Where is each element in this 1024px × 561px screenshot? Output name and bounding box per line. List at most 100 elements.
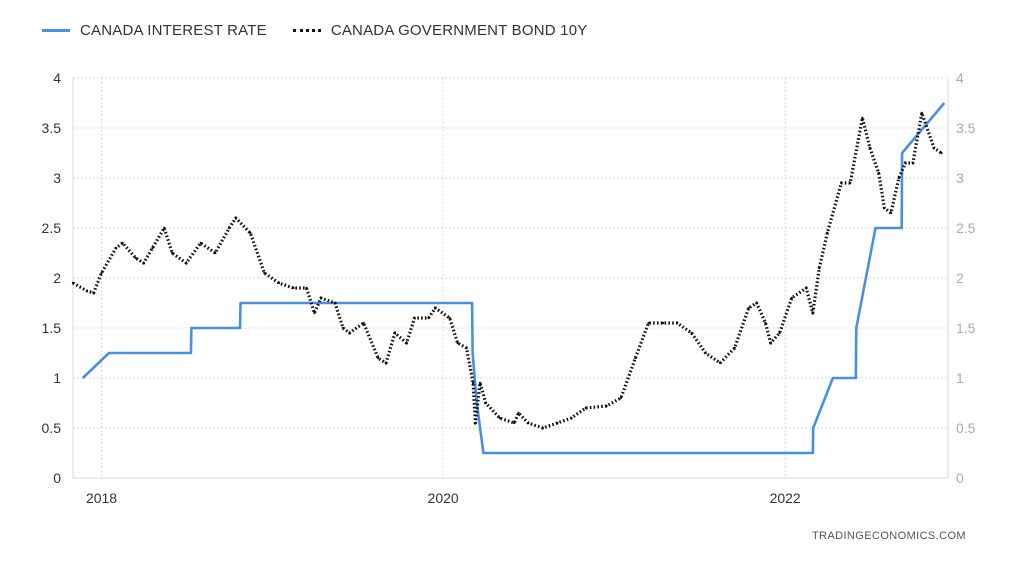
bond-data-point bbox=[498, 416, 501, 420]
x-tick-label: 2020 bbox=[428, 490, 459, 506]
bond-data-point bbox=[214, 251, 217, 255]
legend-label-interest-rate: CANADA INTEREST RATE bbox=[80, 22, 267, 39]
bond-data-point bbox=[778, 331, 781, 335]
bond-data-point bbox=[333, 301, 337, 305]
y-axis-left-labels: 0 0.5 1 1.5 2 2.5 3 3.5 4 bbox=[42, 70, 62, 486]
bond-data-point bbox=[142, 261, 145, 265]
y-tick-label-right: 3.5 bbox=[956, 120, 976, 136]
bond-data-point bbox=[313, 311, 316, 315]
y-tick-label-left: 0 bbox=[53, 470, 61, 486]
bond-data-point bbox=[249, 231, 252, 235]
bond-data-point bbox=[584, 406, 588, 410]
legend-swatch-dotted bbox=[292, 29, 321, 32]
bond-data-point bbox=[861, 116, 864, 120]
bond-data-point bbox=[868, 146, 872, 150]
bond-data-point bbox=[376, 356, 380, 360]
bond-data-point bbox=[151, 246, 154, 250]
bond-data-point bbox=[427, 316, 430, 320]
bond-data-point bbox=[199, 241, 202, 245]
series-line-bond-10y bbox=[72, 111, 943, 430]
bond-data-point bbox=[849, 181, 852, 185]
bond-data-point bbox=[170, 251, 174, 255]
bond-data-point bbox=[619, 396, 623, 400]
bond-data-point bbox=[319, 296, 323, 300]
bond-data-point bbox=[718, 361, 722, 365]
bond-data-point bbox=[305, 286, 308, 290]
bond-data-point bbox=[85, 289, 89, 293]
bond-data-point bbox=[556, 421, 559, 425]
bond-data-point bbox=[465, 346, 468, 350]
bond-data-point bbox=[840, 181, 843, 185]
bond-data-point bbox=[811, 311, 814, 315]
bond-data-point bbox=[100, 271, 103, 275]
bond-data-point bbox=[805, 286, 808, 290]
bond-data-point bbox=[818, 266, 821, 270]
y-tick-label-right: 3 bbox=[956, 170, 964, 186]
bond-data-point bbox=[362, 321, 365, 325]
bond-data-point bbox=[513, 421, 516, 425]
bond-data-point bbox=[940, 151, 943, 155]
bond-data-point bbox=[185, 261, 188, 265]
x-tick-label: 2022 bbox=[770, 490, 801, 506]
bond-data-point bbox=[889, 211, 893, 215]
bond-data-point bbox=[904, 161, 907, 165]
y-tick-label-left: 1.5 bbox=[42, 320, 62, 336]
bond-data-point bbox=[897, 176, 901, 180]
bond-data-point bbox=[277, 281, 281, 285]
bond-data-point bbox=[405, 341, 408, 345]
bond-data-point bbox=[605, 404, 608, 408]
bond-data-point bbox=[384, 361, 388, 365]
bond-data-point bbox=[134, 256, 137, 260]
source-credit[interactable]: TRADINGECONOMICS.COM bbox=[811, 530, 966, 542]
y-tick-label-right: 4 bbox=[956, 70, 964, 86]
bond-data-point bbox=[471, 381, 475, 385]
y-tick-label-left: 1 bbox=[53, 370, 61, 386]
bond-data-point bbox=[517, 411, 520, 415]
bond-data-point bbox=[433, 306, 437, 310]
y-tick-label-left: 3 bbox=[53, 170, 61, 186]
bond-data-point bbox=[541, 426, 544, 430]
y-tick-label-right: 0 bbox=[956, 470, 964, 486]
bond-data-point bbox=[661, 321, 665, 325]
bond-data-point bbox=[920, 111, 923, 115]
legend-label-bond-10y: CANADA GOVERNMENT BOND 10Y bbox=[330, 22, 588, 39]
y-tick-label-left: 2 bbox=[53, 270, 61, 286]
y-tick-label-right: 1 bbox=[956, 370, 964, 386]
bond-data-point bbox=[647, 321, 650, 325]
bond-data-point bbox=[570, 416, 573, 420]
bond-data-point bbox=[755, 301, 758, 305]
bond-data-point bbox=[413, 316, 416, 320]
bond-data-point bbox=[71, 281, 75, 285]
bond-data-point bbox=[228, 226, 231, 230]
bond-data-point bbox=[883, 206, 886, 210]
bond-data-point bbox=[764, 321, 767, 325]
legend-swatch-solid bbox=[42, 29, 70, 32]
y-tick-label-right: 2.5 bbox=[956, 220, 976, 236]
bond-data-point bbox=[911, 161, 915, 165]
legend-item-bond-10y[interactable]: CANADA GOVERNMENT BOND 10Y bbox=[292, 22, 588, 39]
bond-data-point bbox=[932, 146, 936, 150]
bond-data-point bbox=[527, 421, 530, 425]
bond-data-point bbox=[733, 346, 736, 350]
bond-data-point bbox=[348, 331, 351, 335]
bond-data-point bbox=[747, 306, 750, 310]
bond-data-point bbox=[790, 296, 793, 300]
y-tick-label-left: 4 bbox=[53, 70, 61, 86]
bond-data-point bbox=[769, 341, 772, 345]
bond-data-point bbox=[393, 331, 397, 335]
bond-data-point bbox=[690, 331, 693, 335]
y-tick-label-left: 0.5 bbox=[42, 420, 62, 436]
y-tick-label-left: 2.5 bbox=[42, 220, 62, 236]
y-axis-right-labels: 0 0.5 1 1.5 2 2.5 3 3.5 4 bbox=[956, 70, 976, 486]
bond-data-point bbox=[263, 271, 266, 275]
bond-data-point bbox=[341, 326, 345, 330]
bond-data-point bbox=[675, 321, 679, 325]
bond-data-point bbox=[92, 291, 95, 295]
bond-data-point bbox=[478, 381, 482, 385]
bond-data-point bbox=[292, 286, 295, 290]
y-tick-label-left: 3.5 bbox=[42, 120, 62, 136]
legend-item-interest-rate[interactable]: CANADA INTEREST RATE bbox=[42, 22, 267, 39]
series-layer bbox=[71, 102, 946, 455]
bond-data-point bbox=[234, 216, 238, 220]
bond-data-point bbox=[484, 401, 487, 405]
